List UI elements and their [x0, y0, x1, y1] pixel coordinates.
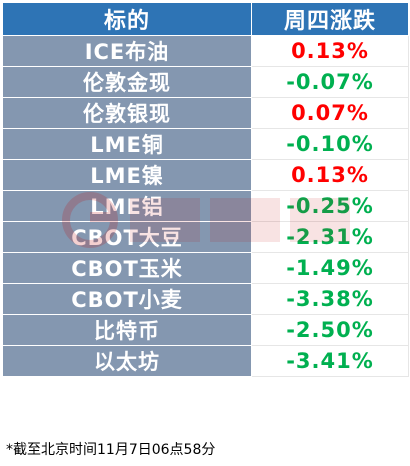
row-name: 以太坊: [2, 345, 252, 377]
row-change: -0.10%: [251, 128, 409, 160]
row-name: 比特币: [2, 314, 252, 346]
header-name: 标的: [2, 2, 252, 36]
row-name: 伦敦金现: [2, 66, 252, 98]
row-name: 伦敦银现: [2, 97, 252, 129]
row-change: -0.25%: [251, 190, 409, 222]
row-change: 0.13%: [251, 159, 409, 191]
header-change: 周四涨跌: [251, 2, 409, 36]
row-change: -3.41%: [251, 345, 409, 377]
row-name: LME铝: [2, 190, 252, 222]
table-row: LME铜 -0.10%: [2, 128, 409, 160]
row-name: CBOT大豆: [2, 221, 252, 253]
footnote: *截至北京时间11月7日06点58分: [6, 442, 216, 458]
table-row: 伦敦金现 -0.07%: [2, 66, 409, 98]
row-name: LME铜: [2, 128, 252, 160]
table-row: CBOT玉米 -1.49%: [2, 252, 409, 284]
row-change: -2.31%: [251, 221, 409, 253]
table-row: 伦敦银现 0.07%: [2, 97, 409, 129]
row-change: -1.49%: [251, 252, 409, 284]
row-name: CBOT小麦: [2, 283, 252, 315]
row-change: 0.07%: [251, 97, 409, 129]
row-change: -2.50%: [251, 314, 409, 346]
row-change: -0.07%: [251, 66, 409, 98]
table-header-row: 标的 周四涨跌: [2, 2, 409, 36]
table-row: CBOT大豆 -2.31%: [2, 221, 409, 253]
table-row: CBOT小麦 -3.38%: [2, 283, 409, 315]
row-name: LME镍: [2, 159, 252, 191]
row-name: CBOT玉米: [2, 252, 252, 284]
row-name: ICE布油: [2, 35, 252, 67]
row-change: 0.13%: [251, 35, 409, 67]
table-row: LME铝 -0.25%: [2, 190, 409, 222]
commodity-change-table: 标的 周四涨跌 ICE布油 0.13% 伦敦金现 -0.07% 伦敦银现 0.0…: [2, 2, 409, 377]
row-change: -3.38%: [251, 283, 409, 315]
table-row: ICE布油 0.13%: [2, 35, 409, 67]
table-row: 以太坊 -3.41%: [2, 345, 409, 377]
table-row: 比特币 -2.50%: [2, 314, 409, 346]
table-row: LME镍 0.13%: [2, 159, 409, 191]
